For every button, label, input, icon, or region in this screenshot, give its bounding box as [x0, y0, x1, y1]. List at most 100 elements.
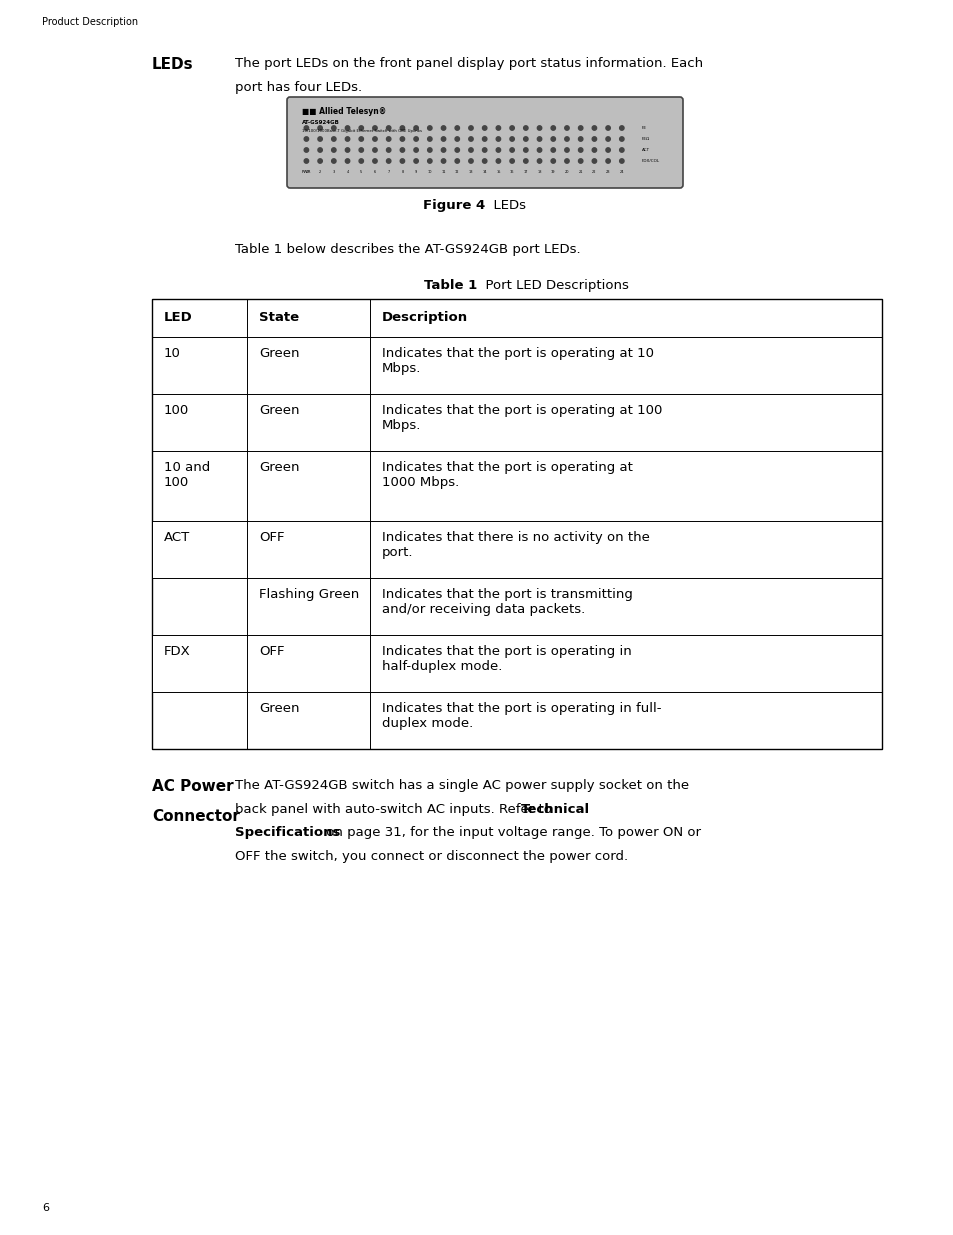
Text: ACT: ACT: [641, 148, 649, 152]
Text: Indicates that the port is operating at
1000 Mbps.: Indicates that the port is operating at …: [381, 461, 632, 489]
Circle shape: [537, 159, 541, 163]
Circle shape: [317, 148, 322, 152]
Text: Indicates that the port is operating at 10
Mbps.: Indicates that the port is operating at …: [381, 347, 654, 375]
Text: 10/100/1000Base-T Gigabit Ethernet Switch with GBE Uplinks: 10/100/1000Base-T Gigabit Ethernet Switc…: [302, 128, 421, 133]
Circle shape: [373, 148, 376, 152]
Text: Green: Green: [258, 404, 299, 417]
Text: Flashing Green: Flashing Green: [258, 588, 359, 601]
Text: 22: 22: [592, 170, 596, 174]
Bar: [152, 521, 247, 578]
Text: Green: Green: [258, 461, 299, 474]
Text: 21: 21: [578, 170, 582, 174]
Text: FEΩ: FEΩ: [641, 137, 650, 141]
Circle shape: [619, 137, 623, 141]
Circle shape: [455, 159, 459, 163]
Circle shape: [564, 159, 569, 163]
Circle shape: [332, 159, 335, 163]
Circle shape: [399, 137, 404, 141]
Circle shape: [332, 126, 335, 130]
Circle shape: [427, 126, 432, 130]
Text: 8: 8: [401, 170, 403, 174]
Circle shape: [468, 137, 473, 141]
Circle shape: [332, 148, 335, 152]
Text: 100: 100: [164, 404, 189, 417]
Circle shape: [414, 148, 417, 152]
Text: 13: 13: [468, 170, 473, 174]
Circle shape: [455, 148, 459, 152]
Circle shape: [441, 137, 445, 141]
Circle shape: [414, 126, 417, 130]
Circle shape: [605, 137, 610, 141]
Circle shape: [496, 148, 500, 152]
Circle shape: [427, 148, 432, 152]
Text: Green: Green: [258, 347, 299, 359]
Circle shape: [373, 159, 376, 163]
Circle shape: [482, 126, 486, 130]
Circle shape: [605, 126, 610, 130]
Text: Figure 4: Figure 4: [422, 199, 484, 212]
Circle shape: [441, 148, 445, 152]
Text: LED: LED: [164, 311, 193, 325]
Circle shape: [386, 126, 391, 130]
Text: Specifications: Specifications: [234, 826, 340, 839]
Circle shape: [345, 159, 350, 163]
Circle shape: [455, 126, 459, 130]
Text: FE: FE: [641, 126, 646, 130]
Circle shape: [399, 148, 404, 152]
Circle shape: [358, 159, 363, 163]
Circle shape: [399, 159, 404, 163]
Circle shape: [592, 137, 596, 141]
Circle shape: [592, 159, 596, 163]
Circle shape: [332, 137, 335, 141]
Text: 10: 10: [164, 347, 181, 359]
Circle shape: [358, 137, 363, 141]
Text: 3: 3: [333, 170, 335, 174]
Circle shape: [482, 148, 486, 152]
Circle shape: [482, 159, 486, 163]
Circle shape: [496, 126, 500, 130]
Circle shape: [578, 137, 582, 141]
Circle shape: [592, 126, 596, 130]
Text: 10: 10: [427, 170, 432, 174]
Circle shape: [441, 159, 445, 163]
Circle shape: [496, 137, 500, 141]
Circle shape: [345, 126, 350, 130]
Text: OFF: OFF: [258, 645, 284, 658]
Text: on page 31, for the input voltage range. To power ON or: on page 31, for the input voltage range.…: [322, 826, 700, 839]
Circle shape: [345, 148, 350, 152]
Text: The AT-GS924GB switch has a single AC power supply socket on the: The AT-GS924GB switch has a single AC po…: [234, 779, 688, 792]
Circle shape: [468, 126, 473, 130]
Text: 6: 6: [374, 170, 375, 174]
Circle shape: [304, 137, 308, 141]
Circle shape: [496, 159, 500, 163]
Text: 19: 19: [551, 170, 555, 174]
Circle shape: [317, 126, 322, 130]
Circle shape: [619, 148, 623, 152]
Circle shape: [510, 137, 514, 141]
Text: 4: 4: [346, 170, 348, 174]
Text: 1: 1: [305, 170, 307, 174]
Circle shape: [523, 137, 527, 141]
Text: Technical: Technical: [520, 803, 589, 815]
Text: 10 and
100: 10 and 100: [164, 461, 210, 489]
FancyBboxPatch shape: [287, 98, 682, 188]
Text: 12: 12: [455, 170, 459, 174]
Text: Port LED Descriptions: Port LED Descriptions: [476, 279, 628, 291]
Circle shape: [510, 148, 514, 152]
Text: 2: 2: [318, 170, 321, 174]
Circle shape: [551, 159, 555, 163]
Circle shape: [537, 137, 541, 141]
Circle shape: [510, 159, 514, 163]
Circle shape: [578, 159, 582, 163]
Bar: [152, 299, 882, 748]
Text: 7: 7: [387, 170, 390, 174]
Text: PWR: PWR: [302, 170, 312, 174]
Text: 6: 6: [42, 1203, 49, 1213]
Circle shape: [358, 126, 363, 130]
Circle shape: [441, 126, 445, 130]
Circle shape: [537, 126, 541, 130]
Circle shape: [523, 148, 527, 152]
Text: Green: Green: [258, 701, 299, 715]
Circle shape: [345, 137, 350, 141]
Text: Indicates that the port is operating in
half-duplex mode.: Indicates that the port is operating in …: [381, 645, 631, 673]
